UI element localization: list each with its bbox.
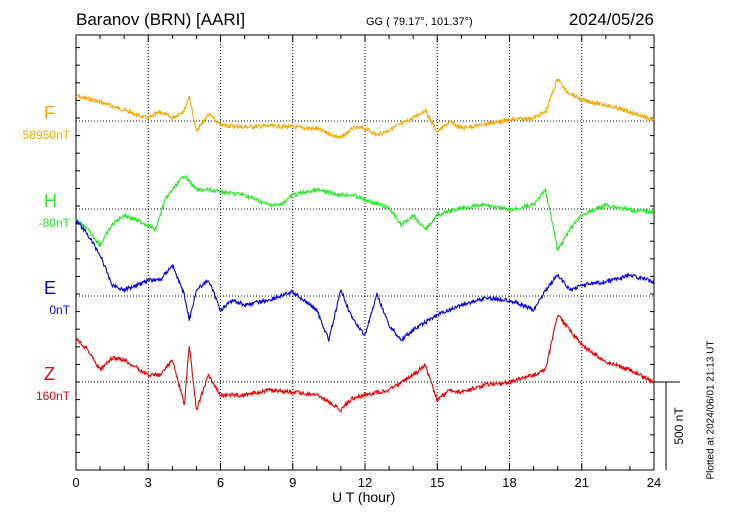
x-tick-label: 18 [502, 475, 516, 490]
x-tick-label: 6 [217, 475, 224, 490]
series-baseline-e: 0nT [49, 303, 70, 317]
series-baseline-f: 58950nT [22, 128, 70, 142]
x-tick-label: 24 [647, 475, 661, 490]
series-name-e: E [44, 278, 57, 298]
series-line-h [75, 173, 655, 251]
series-baseline-z: 160nT [35, 389, 70, 403]
chart-date: 2024/05/26 [568, 10, 654, 29]
x-axis-label: U T (hour) [332, 489, 396, 505]
series-name-z: Z [44, 364, 55, 384]
series-name-f: F [44, 103, 55, 123]
series-line-z [75, 314, 655, 414]
x-tick-label: 3 [145, 475, 152, 490]
series-line-f [75, 78, 655, 140]
x-tick-label: 15 [430, 475, 444, 490]
series-line-e [75, 219, 655, 342]
series-name-h: H [44, 191, 57, 211]
chart-title: Baranov (BRN) [AARI] [76, 10, 246, 29]
series-baseline-h: -80nT [38, 216, 70, 230]
station-coords: GG ( 79.17°, 101.37°) [366, 16, 473, 28]
x-tick-label: 0 [72, 475, 79, 490]
x-tick-label: 9 [289, 475, 296, 490]
x-tick-label: 21 [575, 475, 589, 490]
x-tick-label: 12 [358, 475, 372, 490]
